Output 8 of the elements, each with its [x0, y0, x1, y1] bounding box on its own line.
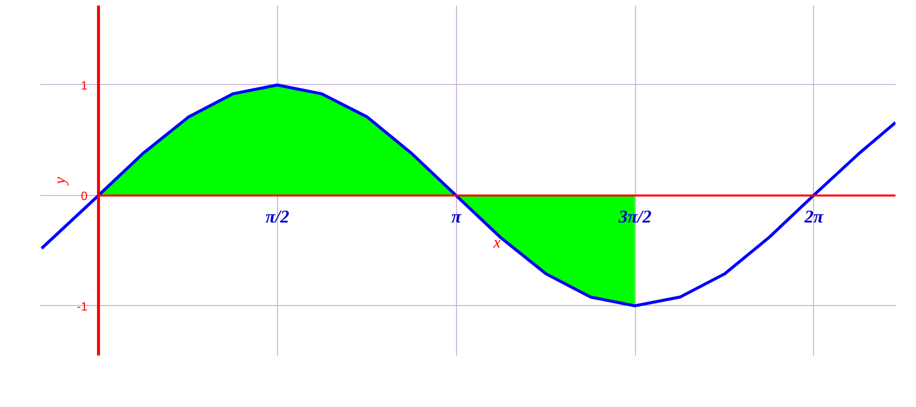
x-tick-label: π/2 — [265, 206, 290, 226]
y-tick-label: 1 — [80, 78, 88, 92]
x-tick-label: 2π — [803, 206, 824, 226]
y-tick-label: 0 — [80, 188, 88, 203]
x-axis-title: x — [492, 234, 501, 252]
y-tick-label: -1 — [76, 299, 88, 314]
y-axis-title: y — [52, 176, 69, 186]
x-tick-label: π — [451, 206, 462, 226]
